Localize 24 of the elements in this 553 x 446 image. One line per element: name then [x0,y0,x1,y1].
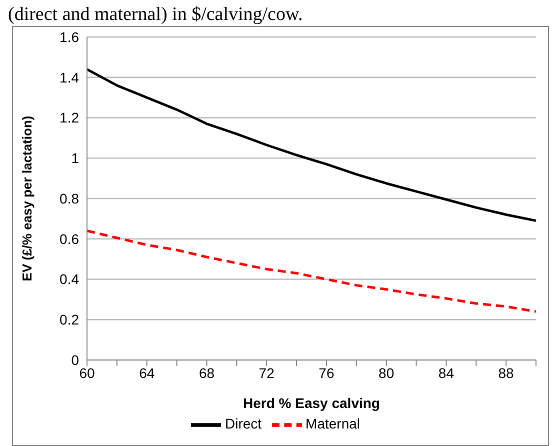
y-tick-label: 1.6 [60,28,80,45]
y-tick-label: 0 [71,352,80,368]
y-tick-label: 1 [71,150,80,166]
x-axis-title: Herd % Easy calving [243,395,380,411]
x-tick-label: 68 [198,364,215,381]
x-tick-label: 84 [438,364,454,381]
y-tick-label: 0.8 [60,190,80,206]
line-series [86,68,538,222]
x-tick-label: 88 [498,364,514,381]
y-tick-label: 0.4 [60,271,80,288]
y-tick-label: 1.4 [60,69,80,86]
line-series [86,230,538,313]
y-tick-label: 0.6 [60,230,80,247]
y-axis-title: EV (£/% easy per lactation) [20,116,35,282]
x-tick-label: 64 [139,364,155,381]
text: (direct and maternal) in $/calving/cow. [8,4,303,25]
x-tick-label: 72 [258,364,275,381]
x-tick-label: 80 [378,364,394,381]
x-tick-label: 76 [318,364,334,381]
y-tick-label: 0.2 [60,312,80,328]
y-tick-label: 1.2 [60,110,80,126]
legend-label: Maternal [306,416,360,432]
x-tick-label: 60 [79,364,95,381]
legend-label: Direct [224,416,262,432]
